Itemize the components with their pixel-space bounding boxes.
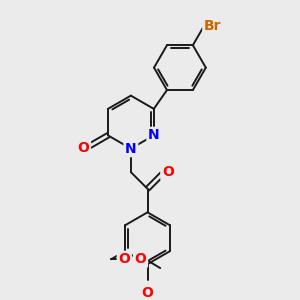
Text: N: N: [125, 142, 137, 156]
Text: O: O: [78, 141, 89, 155]
Text: O: O: [118, 252, 130, 266]
Text: O: O: [162, 165, 174, 179]
Text: O: O: [142, 286, 154, 300]
Text: N: N: [148, 128, 160, 142]
Text: Br: Br: [204, 19, 221, 33]
Text: O: O: [135, 252, 146, 266]
